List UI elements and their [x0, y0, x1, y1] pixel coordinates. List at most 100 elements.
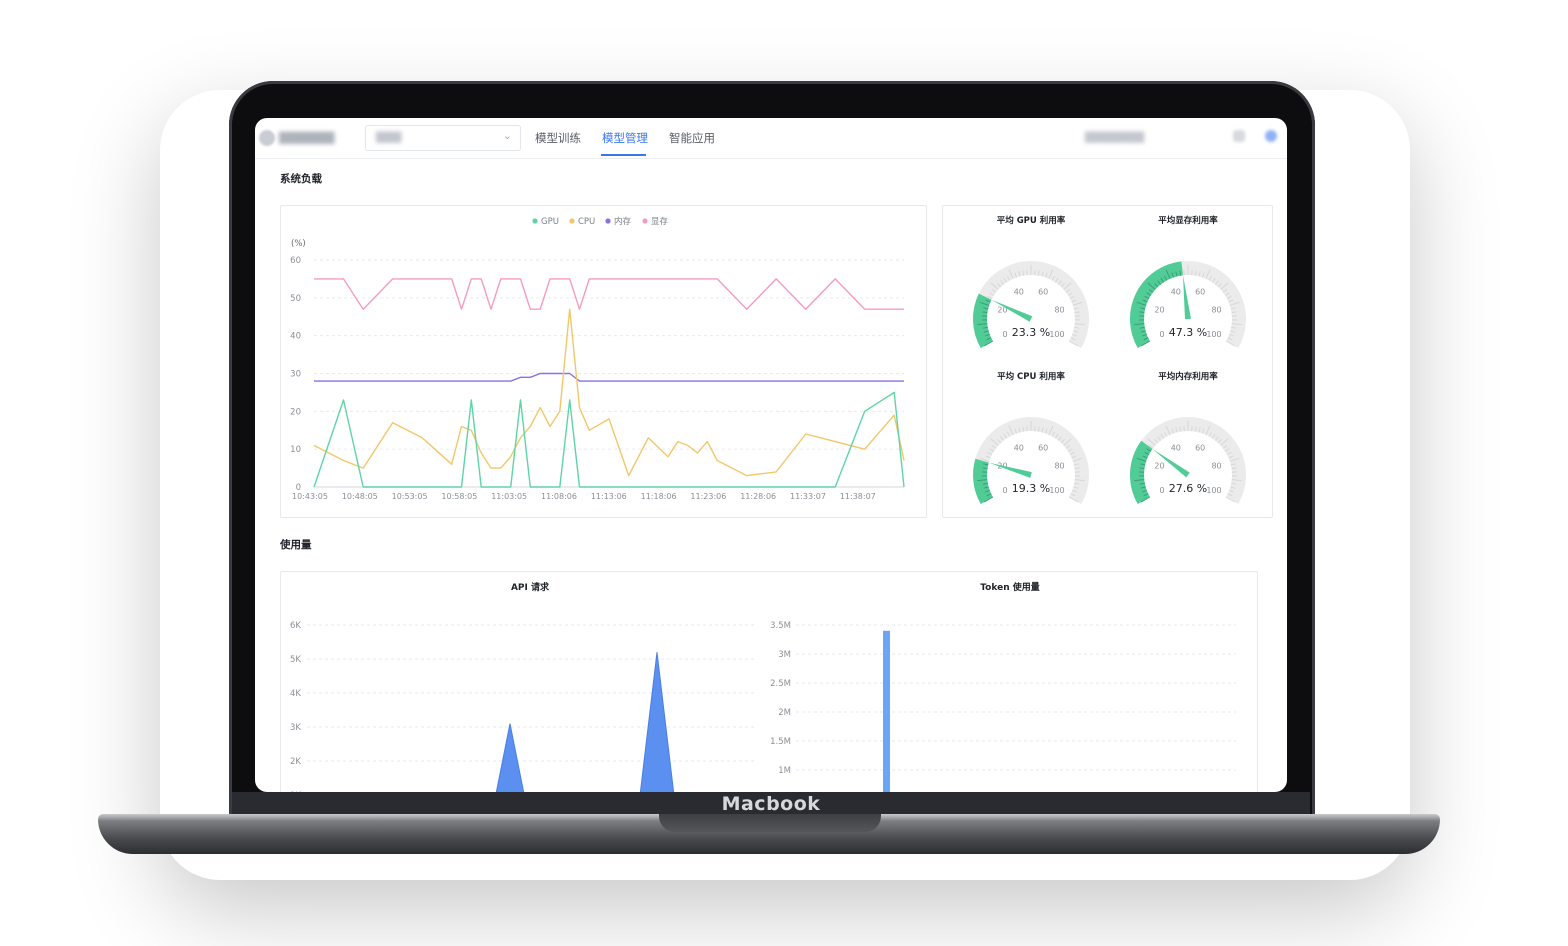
gauge-tick — [1231, 482, 1237, 485]
legend-marker[interactable] — [532, 218, 538, 224]
gauge-tick — [979, 457, 990, 462]
gauge-tick — [1134, 323, 1145, 326]
gauge-tick — [1163, 275, 1168, 281]
legend-label[interactable]: GPU — [541, 217, 559, 227]
series-line-CPU[interactable] — [313, 308, 905, 477]
gauge-tick — [1143, 493, 1149, 497]
y-tick-label: 3.5M — [770, 621, 791, 631]
legend-marker[interactable] — [642, 218, 648, 224]
gauge-tick — [1211, 433, 1216, 439]
y-tick-label: 60 — [290, 256, 301, 266]
gauge-tick — [1198, 271, 1201, 277]
gauge-tick — [1227, 337, 1233, 341]
gauge-scale-label: 40 — [1171, 444, 1181, 453]
gauge-needle — [1183, 275, 1191, 320]
x-tick-label: 11:38:07 — [840, 492, 876, 501]
gauge-tick — [1231, 311, 1237, 314]
gauge-tick — [1140, 486, 1146, 489]
gauge-tick — [1211, 277, 1216, 283]
gauge-scale-label: 40 — [1171, 288, 1181, 297]
x-tick-label: 11:13:06 — [591, 492, 627, 501]
x-tick-label: 11:28:06 — [740, 492, 776, 501]
legend-label[interactable]: 显存 — [651, 216, 669, 227]
gauge-scale-label: 40 — [1014, 444, 1024, 453]
y-tick-label: 30 — [290, 370, 301, 380]
gauge-scale-label: 0 — [1002, 486, 1007, 495]
chevron-down-icon: ⌄ — [502, 129, 512, 142]
gauge-tick — [991, 288, 997, 293]
tab-smart-apps[interactable]: 智能应用 — [669, 131, 715, 145]
gauge-needle — [991, 299, 1033, 322]
gauge-tick — [983, 330, 989, 333]
gauge-tick — [989, 292, 995, 296]
gauge-tick — [1048, 425, 1054, 436]
gauge-tick — [1231, 326, 1237, 329]
device-brand-label: Macbook — [721, 793, 821, 815]
gauge-tick — [1146, 448, 1152, 452]
gauge-tick — [1068, 496, 1079, 503]
gauge-tick — [1139, 326, 1145, 329]
token-usage-bar[interactable] — [883, 630, 890, 792]
gauge-tick — [1205, 269, 1211, 280]
gauge-tick — [1008, 269, 1014, 280]
gauge-tick — [1074, 467, 1080, 470]
tab-model-management[interactable]: 模型管理 — [602, 131, 648, 145]
gauge-tick — [1194, 426, 1197, 432]
gauge-tick — [1070, 337, 1076, 341]
gauge-tick — [1148, 288, 1154, 293]
gauge-tick — [1057, 436, 1062, 441]
series-line-显存[interactable] — [314, 278, 904, 310]
series-line-GPU[interactable] — [313, 391, 905, 488]
token-chart-title: Token 使用量 — [980, 581, 1040, 593]
y-tick-label: 3M — [778, 650, 791, 660]
gauge-scale-label: 0 — [1159, 486, 1164, 495]
gauge-tick — [1165, 269, 1171, 280]
gauge-tick — [1006, 275, 1011, 281]
gauge-tick — [1160, 433, 1165, 439]
gauge-tick — [1217, 438, 1222, 444]
gauge-tick — [1230, 330, 1236, 333]
gauge-tick — [1225, 340, 1236, 347]
gauge-tick — [985, 455, 991, 459]
usage-card: API 请求 Token 使用量 6K 5K 4K 3K 2K 1K 3.5M 3M 2.5M… — [280, 571, 1258, 792]
gauge-needle — [1152, 449, 1190, 478]
gauge-tick — [1147, 282, 1156, 290]
gauge-title: 平均显存利用率 — [1158, 215, 1218, 226]
top-navigation: ▇▇▇▇▇▇ ▇▇▇ ⌄ 模型训练 模型管理 智能应用 ▇▇▇▇▇▇▇ — [255, 118, 1287, 159]
series-line-内存[interactable] — [314, 372, 904, 382]
gauge-tick — [1205, 425, 1211, 436]
gauge-tick — [1072, 457, 1083, 462]
gauge-tick — [983, 486, 989, 489]
x-tick-label: 10:53:05 — [392, 492, 428, 501]
gauge-tick — [1231, 323, 1242, 326]
gauge-tick — [1142, 299, 1148, 303]
y-tick-label: 20 — [290, 407, 301, 417]
y-tick-label: 0 — [296, 483, 301, 493]
gauge-tick — [977, 323, 988, 326]
gauge-tick — [1068, 340, 1079, 347]
gauge-tick — [1069, 295, 1075, 300]
legend-label[interactable]: 内存 — [614, 216, 632, 227]
x-tick-label: 10:43:05 — [292, 492, 328, 501]
gauge-tick — [1054, 277, 1059, 283]
legend-marker[interactable] — [605, 218, 611, 224]
gauge-needle — [988, 462, 1032, 478]
legend-marker[interactable] — [569, 218, 575, 224]
app-logo — [259, 130, 275, 146]
gauge-tick — [1194, 270, 1197, 276]
avatar[interactable] — [1265, 130, 1277, 142]
workspace-select[interactable]: ▇▇▇ ⌄ — [365, 125, 521, 151]
y-tick-label: 6K — [290, 621, 301, 631]
legend-label[interactable]: CPU — [578, 217, 595, 227]
gauge-tick — [1201, 272, 1205, 278]
gauge-tick — [1222, 444, 1228, 449]
gauge-tick — [1160, 277, 1165, 283]
api-requests-area[interactable] — [321, 652, 741, 792]
gauge-tick — [1074, 326, 1080, 329]
tab-model-training[interactable]: 模型训练 — [535, 131, 581, 145]
gauge-tick — [1144, 451, 1150, 456]
gauge-tick — [1044, 428, 1048, 434]
notification-icon[interactable] — [1233, 130, 1245, 142]
gauge-tick — [1229, 333, 1235, 337]
